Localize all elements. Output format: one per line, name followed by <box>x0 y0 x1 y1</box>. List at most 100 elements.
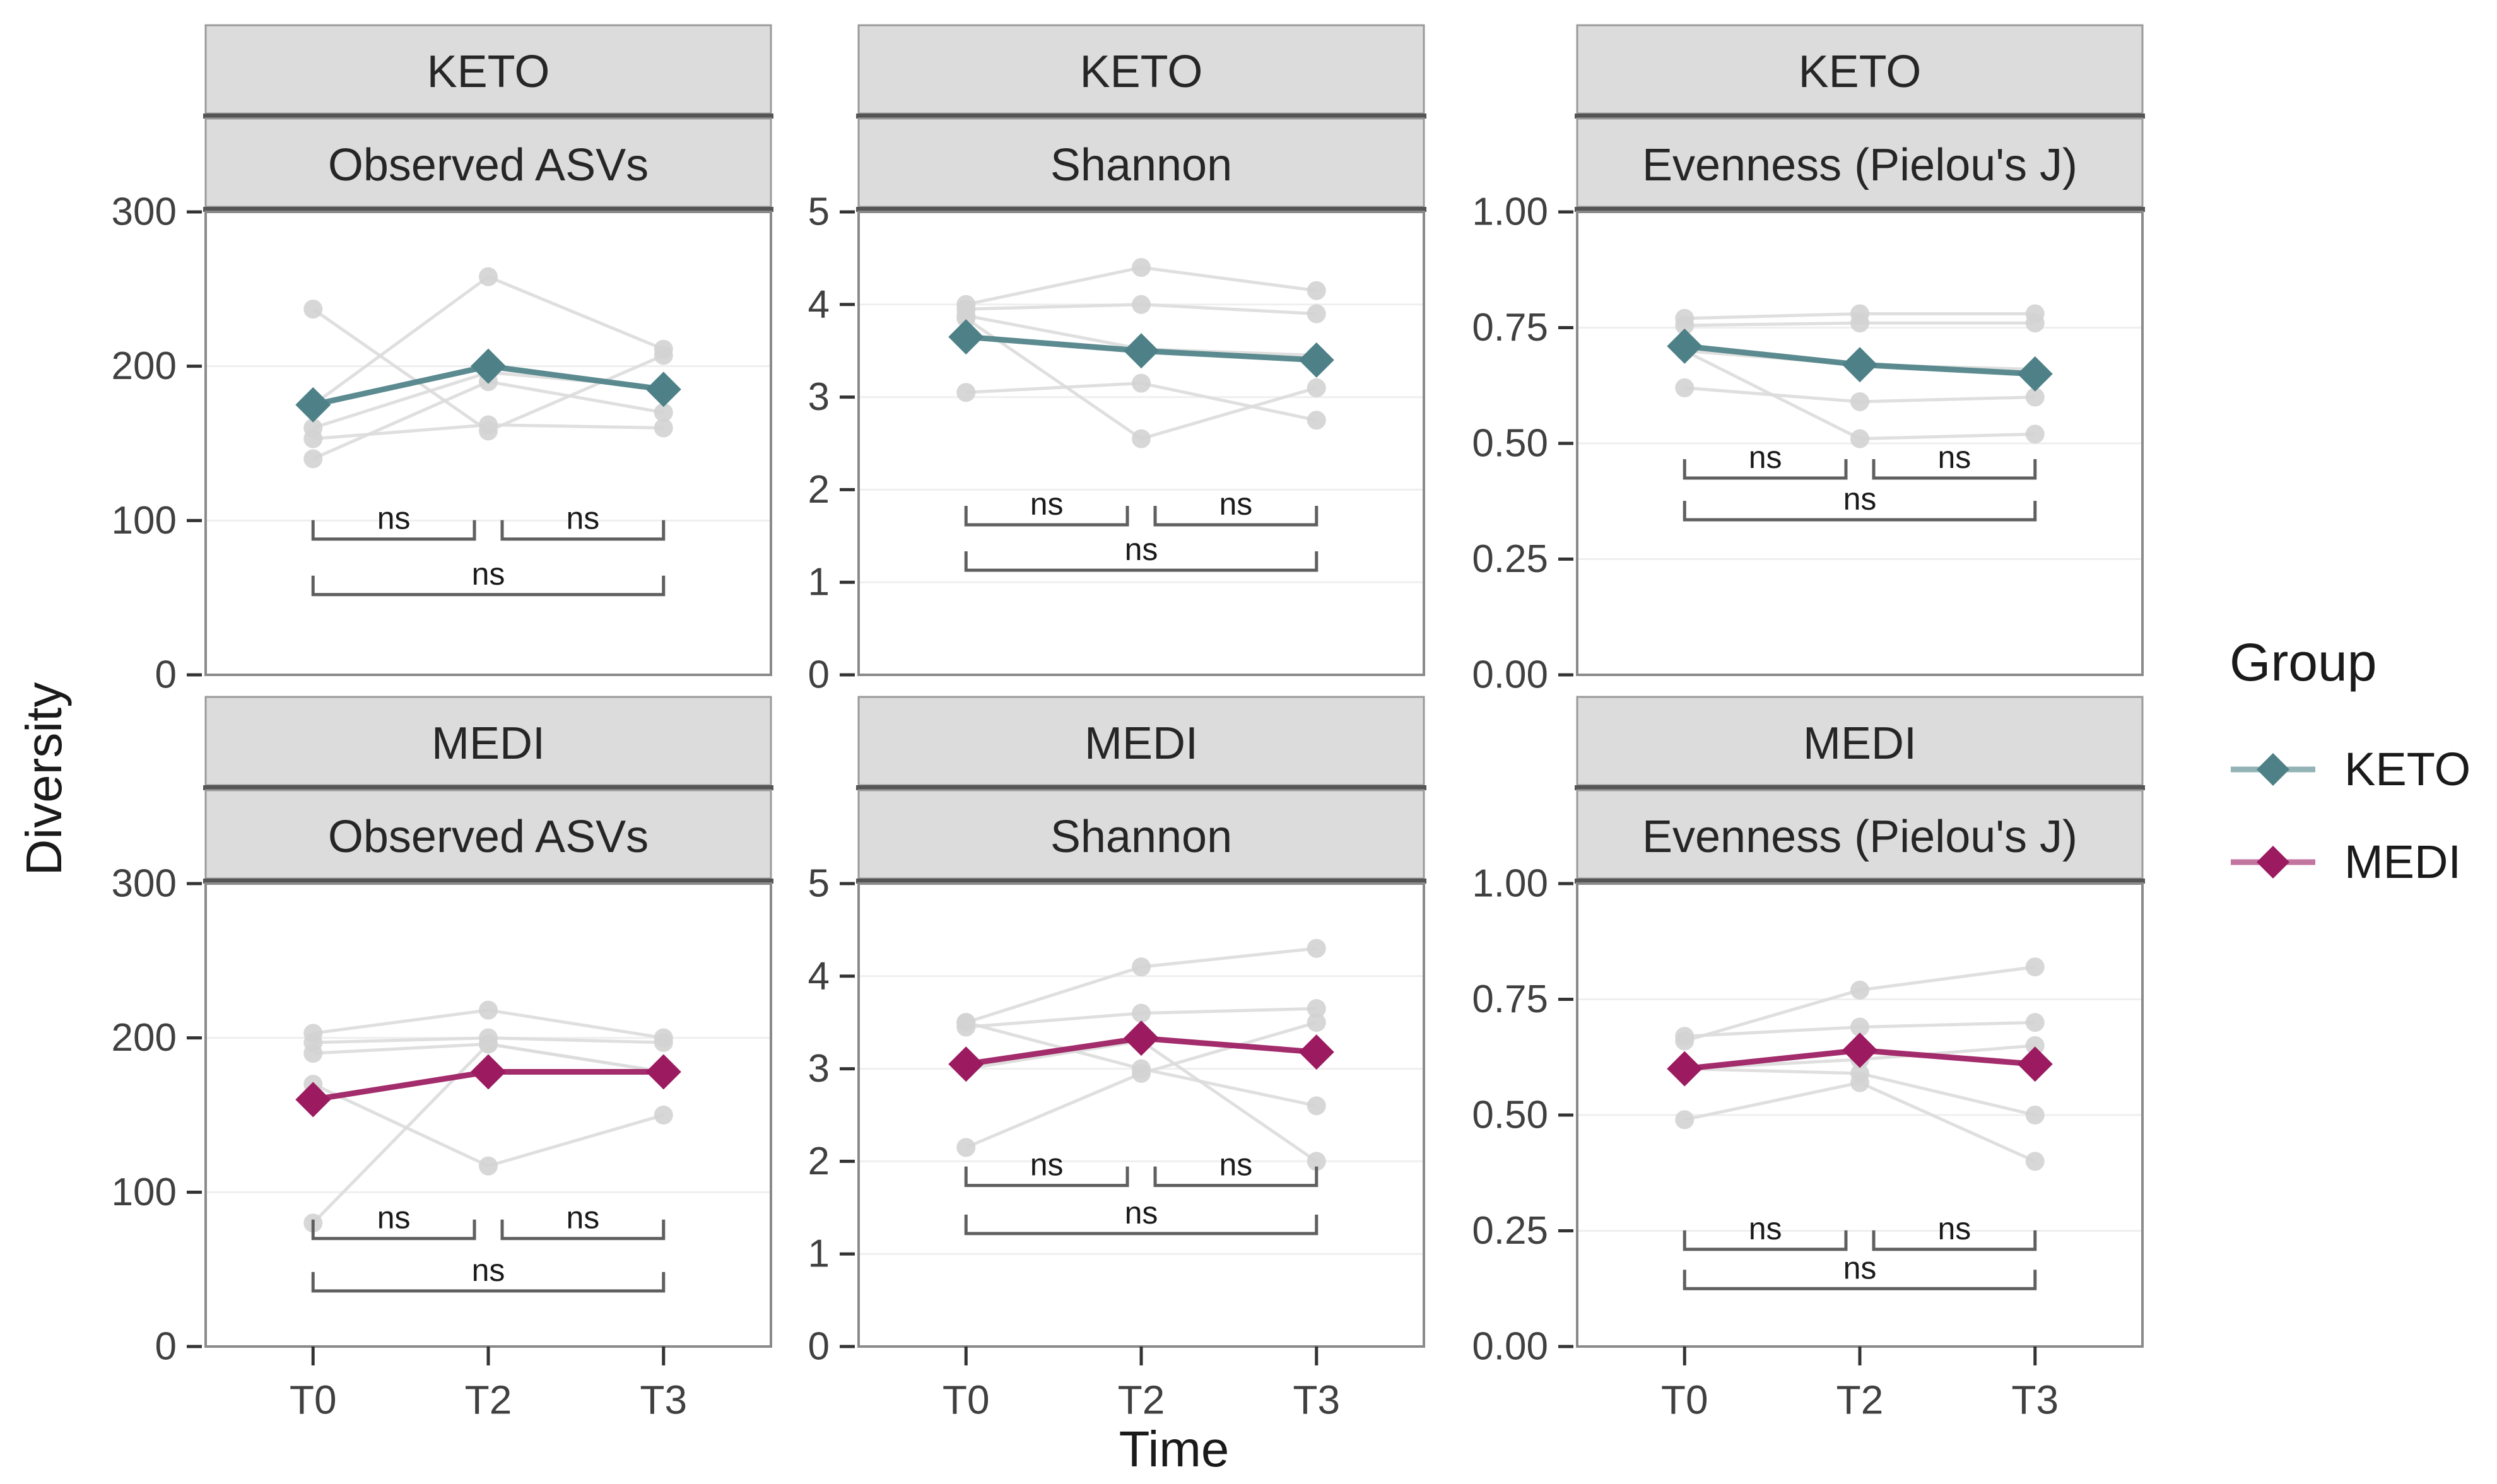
subject-point <box>1307 411 1326 430</box>
y-tick-label: 0 <box>155 1325 177 1369</box>
subject-point <box>654 403 673 423</box>
subject-point <box>1850 313 1869 333</box>
facet-strip-group <box>1576 696 2144 786</box>
facet-strip-group-label: KETO <box>1080 47 1203 97</box>
subject-point <box>303 429 323 448</box>
y-tick-label: 0 <box>808 1325 830 1369</box>
y-tick-label: 3 <box>808 1047 830 1090</box>
subject-point <box>1850 980 1869 1000</box>
subject-point <box>1850 1073 1869 1092</box>
subject-point <box>654 339 673 359</box>
legend-title: Group <box>2230 633 2377 692</box>
subject-point <box>479 1156 498 1176</box>
sig-bracket <box>311 1219 476 1241</box>
subject-point <box>1307 999 1326 1019</box>
subject-point <box>1675 378 1695 397</box>
subject-point <box>1132 1063 1151 1083</box>
y-tick-label: 0.25 <box>1472 537 1548 581</box>
legend-label-medi: MEDI <box>2344 836 2461 888</box>
y-tick-label: 0 <box>155 653 177 697</box>
facet-strip-group-label: MEDI <box>1803 718 1917 769</box>
strip-separator <box>856 785 1426 790</box>
subject-point <box>956 383 976 402</box>
y-tick-label: 1.00 <box>1472 190 1548 234</box>
facet-strip-metric-label: Observed ASVs <box>328 812 649 862</box>
sig-label: ns <box>1843 1250 1877 1285</box>
y-tick-label: 1.00 <box>1472 862 1548 906</box>
subject-point <box>2025 1036 2045 1055</box>
legend: Group KETO MEDI <box>2226 632 2471 928</box>
strip-separator <box>1575 785 2145 790</box>
legend-entry-medi: MEDI <box>2226 835 2471 889</box>
panel-medi-shannon: MEDI Shannon 0 1 2 3 4 5 ns ns ns T0 T2 T3 <box>808 696 1426 1422</box>
y-tick-label: 2 <box>808 1140 830 1183</box>
facet-strip-metric-label: Observed ASVs <box>328 140 649 190</box>
y-tick-label: 4 <box>808 954 830 998</box>
subject-point <box>479 1034 498 1054</box>
y-tick-label: 0.50 <box>1472 422 1548 465</box>
sig-label: ns <box>377 1200 411 1236</box>
x-tick-label: T3 <box>1293 1377 1340 1422</box>
subject-point <box>2025 424 2045 444</box>
subject-point <box>1307 304 1326 324</box>
panel-keto-shannon: KETO Shannon 0 1 2 3 4 5 ns ns ns <box>808 24 1426 697</box>
subject-point <box>479 1000 498 1020</box>
y-tick-label: 300 <box>112 190 177 234</box>
sig-bracket <box>964 506 1129 527</box>
subject-point <box>1132 373 1151 393</box>
sig-bracket <box>500 1219 666 1241</box>
facet-strip-group-label: KETO <box>427 47 550 97</box>
mean-point-diamond <box>295 1082 331 1118</box>
facet-strip-metric <box>204 117 772 208</box>
sig-bracket <box>1872 459 2037 480</box>
subject-point <box>479 415 498 435</box>
facet-strip-metric <box>857 117 1425 208</box>
sig-label: ns <box>1030 486 1064 522</box>
sig-label: ns <box>566 501 599 536</box>
subject-point <box>1675 315 1695 335</box>
y-tick-label: 0.75 <box>1472 306 1548 349</box>
y-tick-label: 0.00 <box>1472 1325 1548 1369</box>
subject-point <box>2025 387 2045 407</box>
subject-point <box>2025 313 2045 333</box>
strip-separator <box>1575 207 2145 212</box>
subject-point <box>1307 281 1326 300</box>
panel-border <box>857 211 1425 676</box>
mean-point-diamond <box>645 371 681 407</box>
mean-point-diamond <box>1298 342 1334 378</box>
panel-background <box>206 212 771 675</box>
strip-separator <box>1575 114 2145 119</box>
subject-point <box>1675 1027 1695 1046</box>
sig-label: ns <box>1843 481 1877 517</box>
panel-background <box>206 884 771 1347</box>
y-tick-label: 0 <box>808 653 830 697</box>
strip-separator <box>1575 879 2145 884</box>
sig-bracket <box>1872 1230 2037 1251</box>
x-tick-label: T2 <box>1118 1377 1165 1422</box>
x-tick-label: T0 <box>290 1377 337 1422</box>
subject-point <box>1132 295 1151 314</box>
facet-strip-metric-label: Shannon <box>1050 812 1232 862</box>
sig-bracket <box>1153 1166 1319 1188</box>
y-tick-label: 0.50 <box>1472 1094 1548 1137</box>
sig-bracket <box>311 520 476 541</box>
facet-strip-group-label: KETO <box>1799 47 1922 97</box>
sig-label: ns <box>1937 440 1971 475</box>
mean-point-diamond <box>1842 347 1877 383</box>
y-tick-label: 200 <box>112 1016 177 1060</box>
sig-label: ns <box>472 556 505 592</box>
subject-point <box>1307 1152 1326 1171</box>
subject-point <box>956 1013 976 1032</box>
x-axis-title: Time <box>1119 1421 1230 1477</box>
subject-point <box>2025 1152 2045 1171</box>
sig-bracket <box>1683 1230 1848 1251</box>
subject-point <box>1850 392 1869 411</box>
subject-point <box>1850 429 1869 448</box>
mean-point-diamond <box>948 319 984 355</box>
sig-label: ns <box>1125 532 1158 567</box>
subject-point <box>2025 1013 2045 1032</box>
y-tick-label: 5 <box>808 862 830 906</box>
panel-medi-evenness: MEDI Evenness (Pielou's J) 0.00 0.25 0.50 0.7… <box>1472 696 2145 1422</box>
subject-point <box>2025 1106 2045 1125</box>
